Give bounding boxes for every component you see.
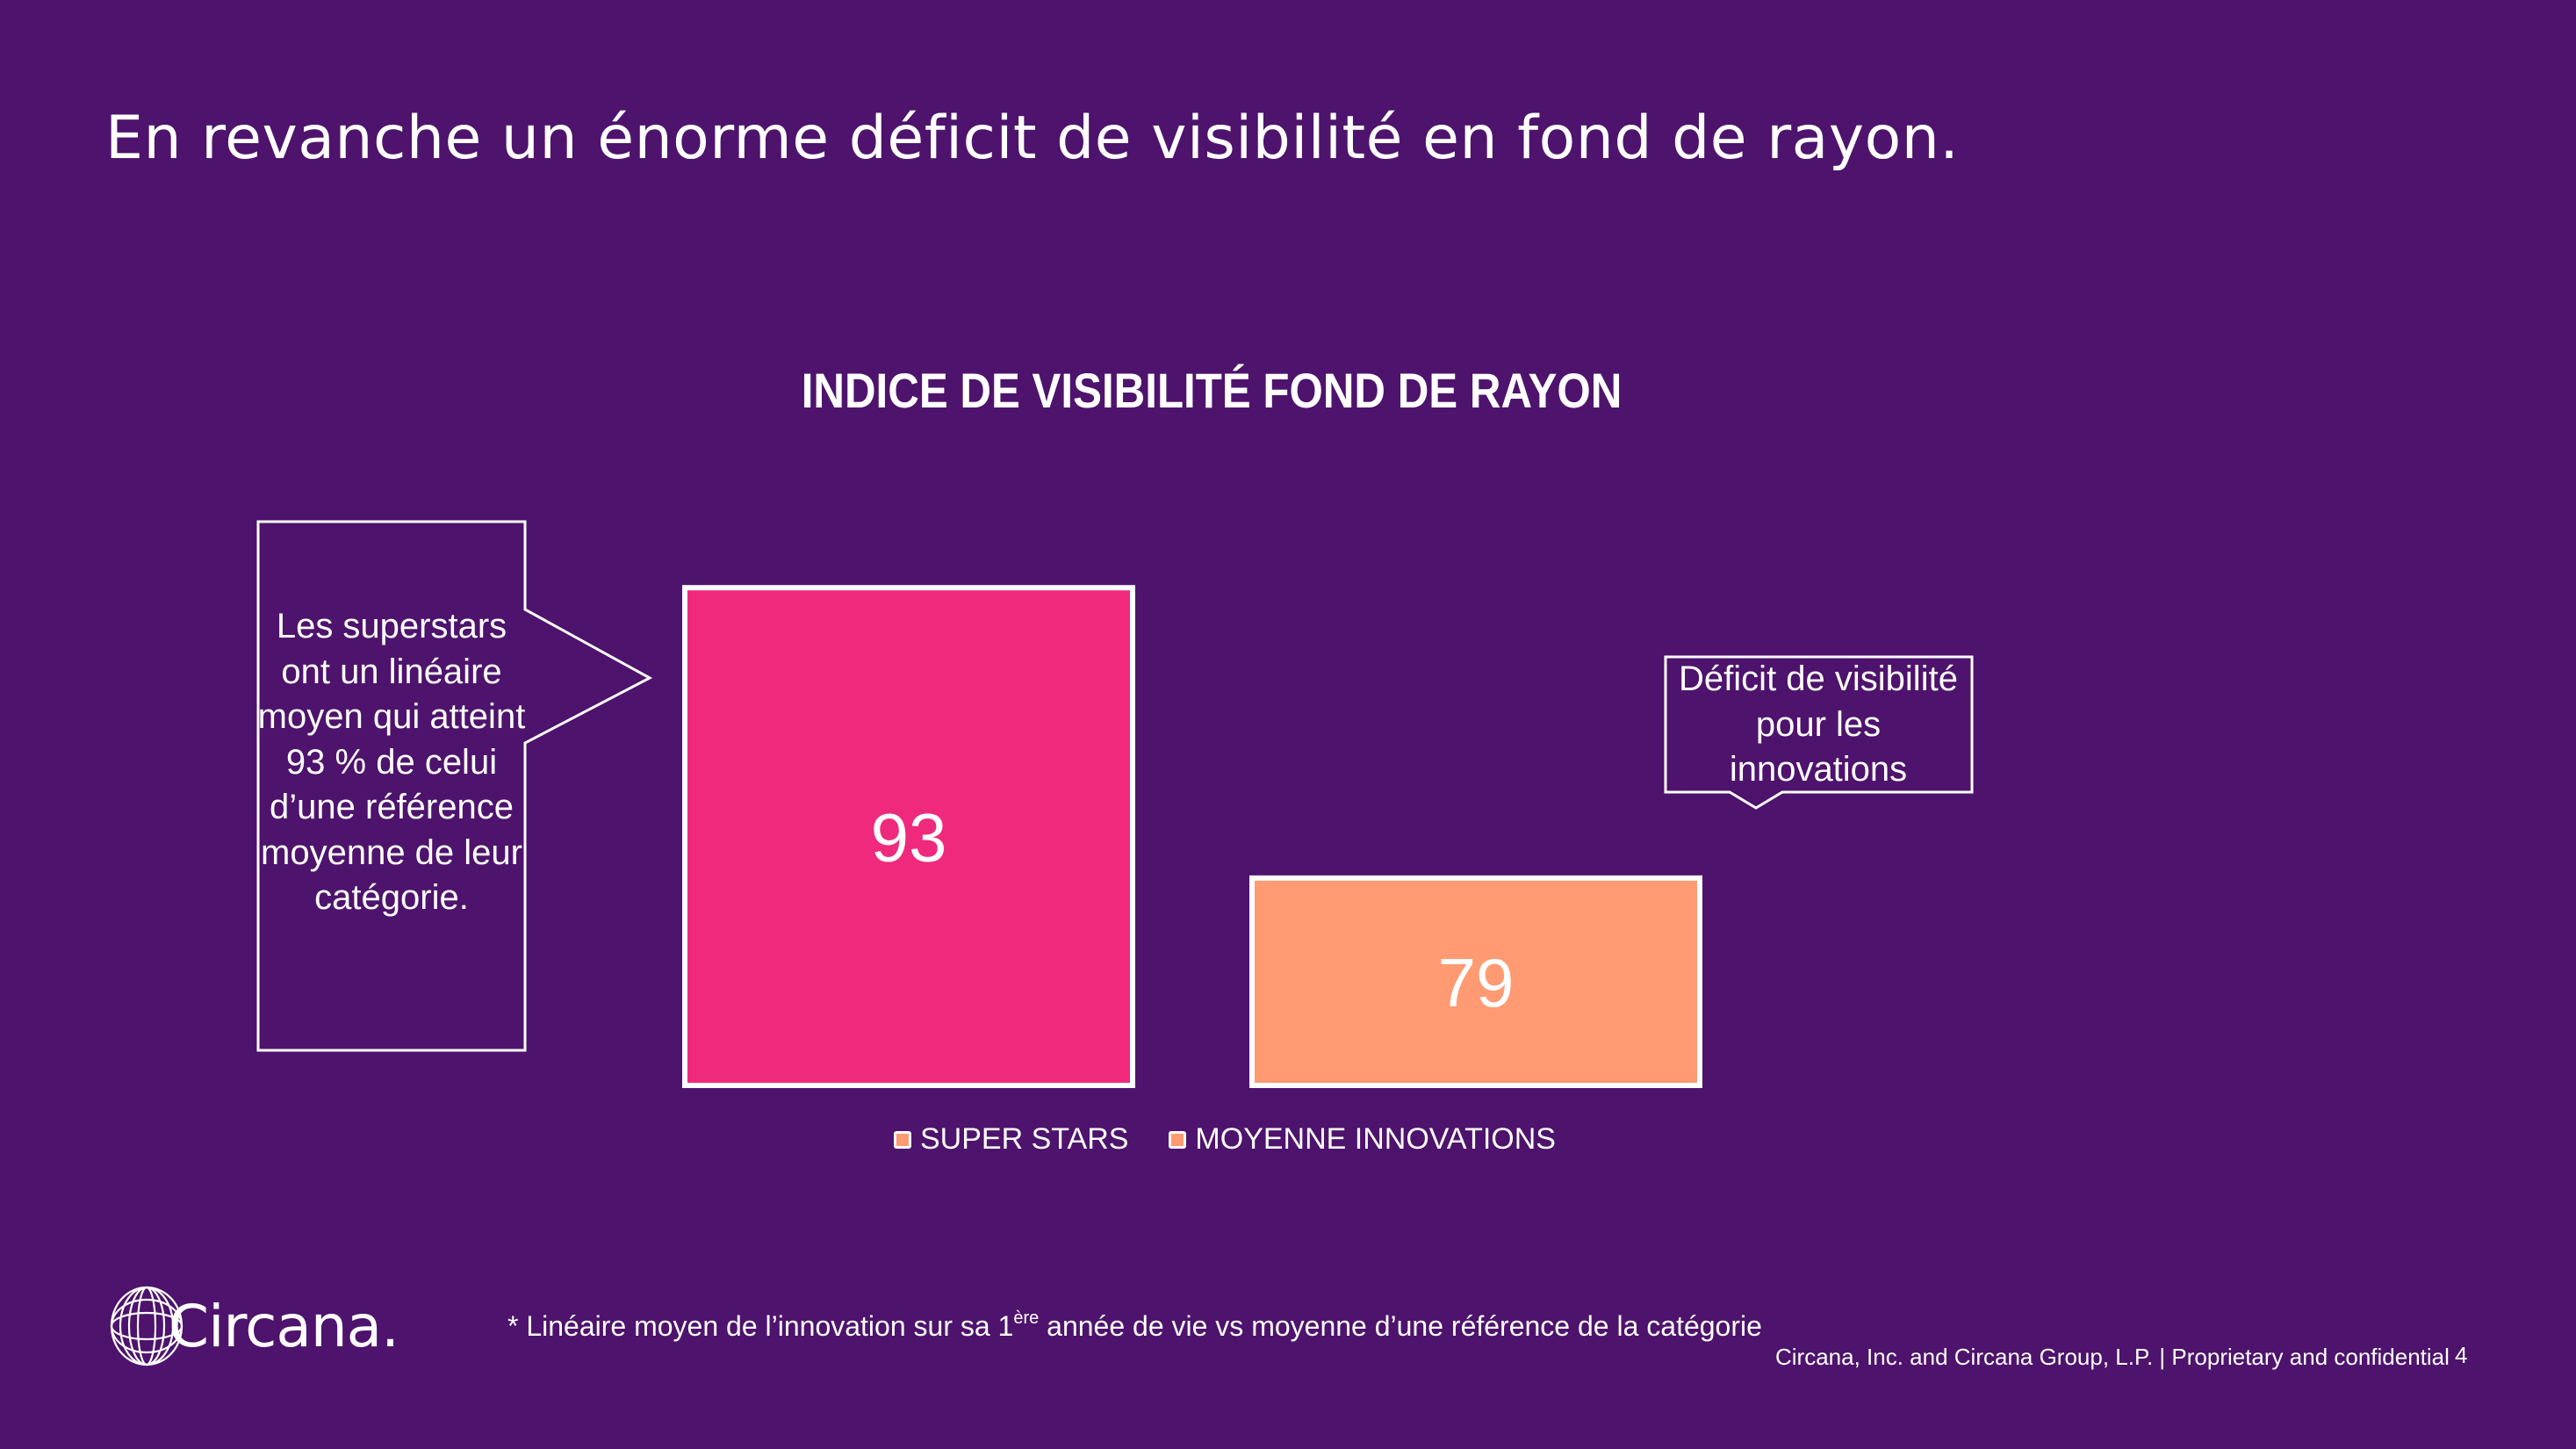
data-label-moyenne-innovations: 79 [1438,944,1515,1021]
legend-label-super-stars: SUPER STARS [920,1122,1129,1156]
legend-label-moyenne-innovations: MOYENNE INNOVATIONS [1195,1122,1556,1156]
page-number: 4 [2455,1342,2468,1368]
callout-right-text: Déficit de visibilité pour les innovatio… [1679,660,1958,789]
legend-swatch-moyenne-innovations [1169,1130,1187,1149]
callout-left-text: Les superstars ont un linéaire moyen qui… [257,607,526,917]
footnote: * Linéaire moyen de l’innovation sur sa … [507,1308,1762,1343]
footnote-superscript: ère [1013,1308,1040,1328]
footnote-suffix: année de vie vs moyenne d’une référence … [1039,1310,1762,1342]
footnote-prefix: * Linéaire moyen de l’innovation sur sa … [507,1310,1014,1342]
bar-super-stars [682,585,1135,1088]
page-title: En revanche un énorme déficit de visibil… [105,104,1960,173]
data-label-super-stars: 93 [871,799,947,876]
callout-right-shape [1664,655,1974,810]
circana-logo: Circana. [107,1284,399,1368]
legend-item-moyenne-innovations: MOYENNE INNOVATIONS [1169,1122,1556,1157]
legend-swatch-super-stars [894,1130,911,1149]
callout-left-shape [256,520,653,1052]
chart-title: INDICE DE VISIBILITÉ FOND DE RAYON [801,363,1623,418]
chart-legend: SUPER STARS MOYENNE INNOVATIONS [894,1122,1596,1157]
logo-text: Circana. [169,1292,399,1360]
globe-wireframe-icon [110,1286,183,1366]
bar-moyenne-innovations [1249,875,1702,1088]
legend-item-super-stars: SUPER STARS [894,1122,1128,1157]
copyright-notice: Circana, Inc. and Circana Group, L.P. | … [1775,1344,2450,1370]
